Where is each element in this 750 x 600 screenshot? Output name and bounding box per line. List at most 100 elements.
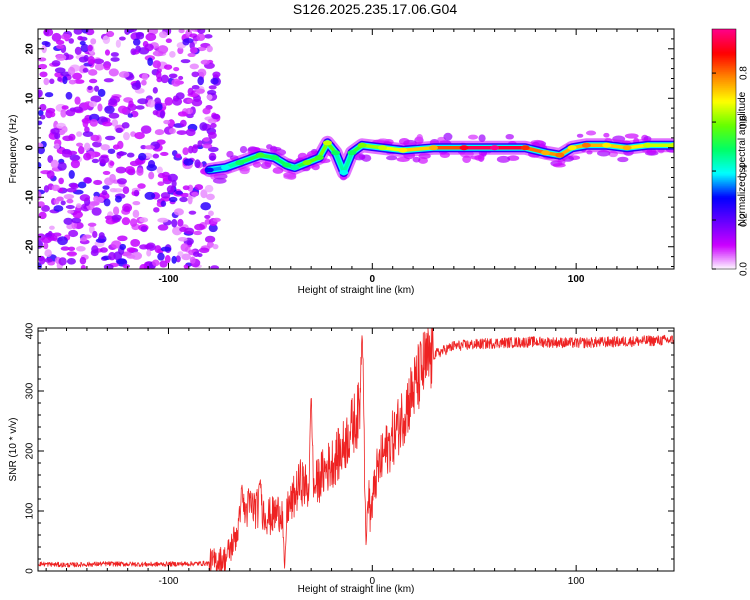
- noise-cell: [168, 196, 178, 203]
- noise-cell: [38, 191, 42, 200]
- noise-cell: [159, 110, 165, 119]
- noise-cell: [180, 243, 189, 252]
- noise-cell: [191, 145, 198, 154]
- colorbar: 0.0 0.2 0.4 0.6 0.8 Normalized spectral ampl…: [711, 28, 750, 276]
- noise-cell: [77, 35, 84, 41]
- ridge-point: [339, 170, 349, 176]
- noise-cell: [134, 131, 145, 140]
- noise-cell: [163, 119, 171, 125]
- noise-cell: [76, 131, 83, 137]
- noise-cell: [109, 161, 115, 166]
- colorbar-cell: [712, 55, 736, 58]
- colorbar-cell: [712, 87, 736, 90]
- colorbar-cell: [712, 173, 736, 176]
- noise-cell: [43, 242, 49, 250]
- y-tick-label: 0: [25, 568, 36, 574]
- colorbar-cell: [712, 235, 736, 238]
- noise-cell: [68, 170, 75, 179]
- noise-cell: [73, 29, 83, 35]
- noise-cell: [194, 159, 201, 169]
- noise-cell: [157, 252, 165, 261]
- halo-cell: [576, 133, 584, 138]
- noise-cell: [68, 229, 79, 238]
- colorbar-cell: [712, 43, 736, 46]
- noise-cell: [50, 159, 59, 169]
- halo-cell: [239, 145, 248, 154]
- noise-cell: [177, 47, 184, 55]
- colorbar-cell: [712, 233, 736, 236]
- noise-cell: [177, 236, 188, 242]
- noise-cell: [156, 166, 163, 174]
- halo-cell: [603, 132, 610, 138]
- x-tick-label: 0: [370, 274, 376, 285]
- x-tick-label: 0: [370, 576, 376, 587]
- noise-cell: [61, 150, 73, 158]
- colorbar-cell: [712, 183, 736, 186]
- ridge-core-segment: [333, 150, 346, 175]
- halo-cell: [462, 155, 472, 164]
- colorbar-ticks: 0.0 0.2 0.4 0.6 0.8: [712, 66, 750, 276]
- noise-cell: [172, 97, 183, 106]
- halo-cell: [283, 174, 297, 180]
- noise-cell: [98, 232, 105, 240]
- noise-cell: [208, 210, 214, 217]
- noise-cell: [103, 64, 111, 71]
- noise-cell: [148, 171, 155, 180]
- noise-cell: [49, 225, 55, 230]
- noise-cell: [130, 48, 137, 56]
- ridge-point: [282, 162, 292, 168]
- noise-cell: [183, 158, 194, 166]
- noise-cell: [88, 78, 98, 84]
- noise-cell: [119, 243, 127, 250]
- halo-cell: [437, 136, 446, 142]
- noise-cell: [102, 170, 111, 175]
- noise-cell: [168, 73, 178, 79]
- noise-cell: [57, 161, 67, 171]
- colorbar-cell: [712, 197, 736, 200]
- noise-cell: [175, 153, 182, 159]
- noise-cell: [74, 46, 82, 56]
- noise-cell: [60, 108, 67, 118]
- colorbar-cell: [712, 213, 736, 216]
- noise-cell: [160, 192, 171, 199]
- noise-cell: [79, 40, 86, 46]
- ridge-point: [520, 145, 530, 151]
- noise-cell: [97, 88, 106, 97]
- noise-cell: [152, 109, 159, 116]
- noise-cell: [68, 38, 74, 44]
- halo-cell: [624, 133, 639, 139]
- noise-cell: [66, 251, 78, 256]
- noise-cell: [197, 140, 203, 147]
- ridge-point: [602, 142, 612, 148]
- noise-cell: [66, 187, 77, 193]
- noise-cell: [63, 217, 74, 225]
- noise-cell: [168, 128, 176, 135]
- noise-cell: [157, 217, 169, 223]
- noise-cell: [70, 159, 81, 169]
- noise-cell: [128, 29, 137, 33]
- colorbar-cell: [712, 119, 736, 122]
- noise-cell: [38, 201, 45, 208]
- noise-cell: [118, 71, 130, 78]
- colorbar-cell: [712, 247, 736, 250]
- noise-cell: [177, 111, 189, 117]
- noise-cell: [76, 142, 84, 147]
- ridge-point: [555, 152, 565, 158]
- noise-cell: [207, 146, 219, 152]
- colorbar-frame: [711, 28, 737, 270]
- noise-cell: [126, 247, 136, 253]
- noise-cell: [164, 254, 171, 264]
- colorbar-cell: [712, 161, 736, 164]
- noise-cell: [197, 76, 205, 86]
- noise-cell: [128, 100, 134, 108]
- colorbar-cell: [712, 245, 736, 248]
- noise-cell: [178, 75, 184, 81]
- snr-ticks: -100 0 100 0 100 200 300 400: [25, 322, 674, 587]
- colorbar-cell: [712, 241, 736, 244]
- noise-cell: [157, 173, 166, 179]
- colorbar-cell: [712, 79, 736, 82]
- colorbar-cell: [712, 121, 736, 124]
- colorbar-cell: [712, 201, 736, 204]
- noise-cell: [160, 151, 169, 157]
- colorbar-cell: [712, 71, 736, 74]
